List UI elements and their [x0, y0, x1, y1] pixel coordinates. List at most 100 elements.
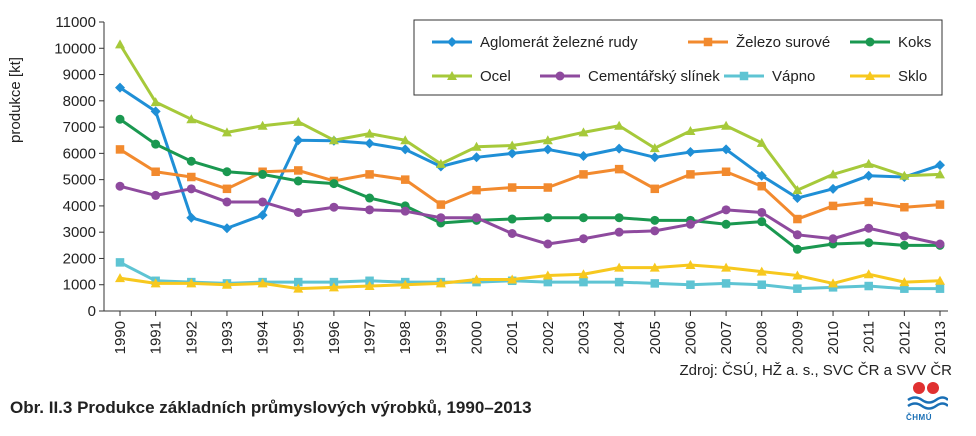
data-point	[115, 39, 125, 49]
y-tick-label: 7000	[63, 119, 96, 136]
data-point	[686, 170, 695, 179]
legend-label: Koks	[898, 34, 931, 51]
data-point	[400, 144, 411, 155]
data-point	[578, 213, 588, 223]
legend-item: Aglomerát železné rudy	[432, 34, 638, 51]
legend-swatch-marker	[555, 71, 565, 81]
data-point	[793, 214, 802, 224]
data-point	[329, 202, 339, 212]
x-tick-label: 2010	[825, 321, 842, 354]
data-point	[329, 179, 339, 189]
data-point	[258, 169, 268, 179]
data-point	[757, 207, 767, 217]
data-point	[579, 170, 588, 179]
x-tick-label: 1994	[255, 321, 272, 354]
x-tick-label: 2013	[932, 321, 949, 354]
data-point	[222, 184, 232, 194]
legend-label: Sklo	[898, 68, 927, 85]
data-point	[115, 258, 125, 267]
data-point	[221, 279, 232, 289]
legend-item: Vápno	[724, 68, 815, 85]
data-point	[222, 197, 232, 207]
data-point	[864, 223, 874, 233]
data-point	[828, 169, 839, 179]
y-tick-label: 8000	[63, 93, 96, 110]
data-point	[293, 135, 304, 146]
data-point	[365, 193, 375, 203]
data-point	[436, 200, 446, 209]
axes: 0 1000 2000 3000 4000 5000 6000 7000 8000 9000 100…	[54, 14, 949, 354]
data-point	[900, 202, 909, 212]
data-point	[757, 181, 766, 191]
data-point	[257, 210, 268, 221]
legend-swatch-marker	[739, 71, 749, 81]
data-point	[828, 201, 838, 211]
y-tick-label: 10000	[54, 40, 96, 57]
data-point	[793, 284, 802, 293]
data-point	[293, 207, 303, 217]
data-point	[507, 140, 518, 150]
x-tick-label: 1991	[148, 321, 165, 354]
data-point	[471, 274, 482, 284]
data-point	[828, 183, 839, 194]
data-point	[151, 139, 161, 149]
data-point	[899, 240, 909, 250]
data-point	[294, 166, 303, 175]
y-tick-label: 3000	[63, 224, 96, 241]
x-tick-label: 2008	[754, 321, 771, 354]
data-point	[721, 205, 731, 215]
data-point	[863, 158, 874, 168]
y-tick-label: 6000	[63, 145, 96, 162]
legend-box	[413, 19, 943, 96]
data-point	[935, 169, 945, 179]
data-point	[650, 184, 660, 194]
data-point	[578, 234, 588, 244]
data-point	[614, 143, 625, 154]
data-point	[258, 197, 268, 207]
legend-item: Ocel	[432, 68, 511, 85]
x-tick-label: 2001	[504, 321, 521, 354]
data-point	[649, 143, 660, 153]
data-point	[863, 269, 874, 279]
data-point	[864, 238, 874, 248]
data-point	[365, 205, 375, 215]
data-point	[364, 138, 375, 149]
data-point	[721, 167, 731, 177]
data-point	[614, 164, 624, 174]
data-point	[435, 278, 446, 288]
data-point	[115, 145, 125, 154]
data-point	[329, 277, 339, 287]
series-line	[119, 148, 941, 221]
data-point	[328, 282, 339, 292]
data-point	[828, 278, 839, 288]
data-point	[756, 137, 767, 147]
logo-text: ČHMÚ	[906, 413, 932, 422]
legend: Aglomerát železné rudy Železo surové Koks O…	[413, 19, 943, 96]
legend-swatch-marker	[703, 37, 713, 47]
legend-label: Vápno	[772, 68, 815, 85]
data-point	[685, 147, 696, 158]
y-tick-label: 1000	[63, 277, 96, 294]
legend-swatch-marker	[865, 71, 875, 80]
data-point	[471, 141, 482, 151]
data-point	[507, 148, 518, 159]
legend-swatch-marker	[865, 37, 875, 47]
data-point	[293, 283, 304, 293]
x-tick-label: 1996	[326, 321, 343, 354]
legend-label: Cementářský slínek	[588, 68, 720, 85]
data-point	[150, 278, 161, 288]
y-tick-label: 11000	[55, 14, 96, 31]
data-point	[543, 183, 553, 192]
chmu-logo-icon	[907, 382, 948, 410]
x-tick-label: 2011	[861, 321, 878, 353]
data-point	[649, 262, 660, 272]
data-point	[435, 158, 446, 168]
data-point	[364, 281, 375, 291]
data-point	[614, 277, 624, 287]
legend-label: Železo surové	[736, 34, 830, 51]
data-point	[792, 230, 802, 240]
legend-item: Cementářský slínek	[540, 68, 720, 85]
data-point	[899, 170, 910, 180]
data-point	[400, 175, 410, 184]
